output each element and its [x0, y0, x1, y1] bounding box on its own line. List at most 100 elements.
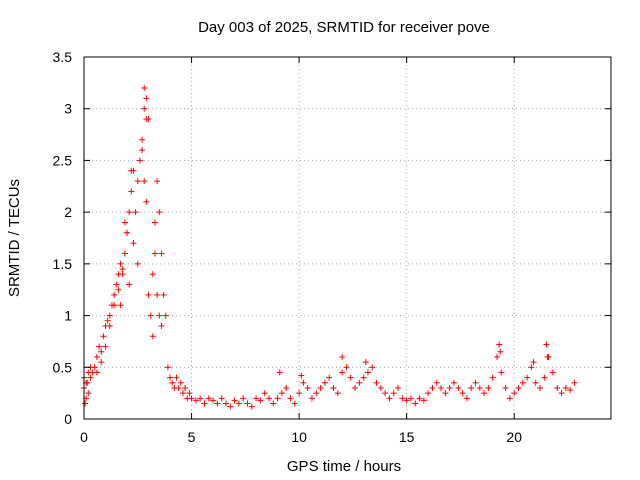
data-point [186, 390, 193, 397]
data-point [446, 384, 453, 391]
data-point [313, 390, 320, 397]
data-point [182, 384, 189, 391]
data-point [524, 374, 531, 381]
data-point [126, 209, 133, 216]
data-point [334, 390, 341, 397]
data-point [154, 291, 161, 298]
data-point [360, 374, 367, 381]
chart-title: Day 003 of 2025, SRMTID for receiver pov… [198, 19, 490, 36]
data-point [257, 397, 264, 404]
data-point [149, 333, 156, 340]
data-point [106, 312, 113, 319]
data-point [205, 395, 212, 402]
data-point [304, 384, 311, 391]
data-point [167, 374, 174, 381]
data-point [528, 364, 535, 371]
data-point [117, 260, 124, 267]
data-point [386, 395, 393, 402]
data-point [197, 395, 204, 402]
data-point [399, 395, 406, 402]
data-point [121, 219, 128, 226]
data-point [356, 379, 363, 386]
x-tick-label: 15 [399, 429, 415, 445]
data-point [425, 390, 432, 397]
data-point [151, 219, 158, 226]
data-point [481, 390, 488, 397]
data-point [265, 395, 272, 402]
data-point [102, 343, 109, 350]
data-point [164, 364, 171, 371]
data-point [100, 333, 107, 340]
data-point [459, 390, 466, 397]
data-point [261, 390, 268, 397]
data-point [309, 395, 316, 402]
x-axis-label: GPS time / hours [287, 458, 401, 475]
data-point [231, 397, 238, 404]
data-point [472, 379, 479, 386]
data-point [377, 384, 384, 391]
data-point [278, 390, 285, 397]
data-point [84, 379, 91, 386]
data-point [143, 95, 150, 102]
data-point [382, 390, 389, 397]
data-point [321, 379, 328, 386]
data-point [276, 369, 283, 376]
data-point [558, 390, 565, 397]
data-point [173, 374, 180, 381]
data-point [85, 369, 92, 376]
data-point [210, 397, 217, 404]
y-tick-label: 2 [64, 204, 72, 220]
data-point [121, 250, 128, 257]
data-point [347, 374, 354, 381]
data-point [296, 390, 303, 397]
data-point [549, 369, 556, 376]
data-point [455, 384, 462, 391]
data-point [541, 374, 548, 381]
data-point [201, 400, 208, 407]
data-point [429, 384, 436, 391]
data-point [96, 343, 103, 350]
data-point [222, 400, 229, 407]
data-point [485, 384, 492, 391]
data-point [433, 379, 440, 386]
data-point [362, 359, 369, 366]
data-point [141, 105, 148, 112]
data-point [160, 291, 167, 298]
data-point [543, 341, 550, 348]
x-tick-label: 10 [291, 429, 307, 445]
data-point [141, 178, 148, 185]
data-point [442, 390, 449, 397]
data-point [115, 286, 122, 293]
data-point [300, 379, 307, 386]
data-point [214, 400, 221, 407]
data-point [134, 260, 141, 267]
data-point [420, 397, 427, 404]
data-point [130, 240, 137, 247]
data-point [134, 178, 141, 185]
data-point [562, 384, 569, 391]
data-point [364, 369, 371, 376]
data-point [154, 178, 161, 185]
data-point [395, 384, 402, 391]
data-point [253, 395, 260, 402]
data-point [104, 317, 111, 324]
data-point [113, 281, 120, 288]
data-point [106, 322, 113, 329]
data-point [373, 379, 380, 386]
data-point [145, 116, 152, 123]
data-point [438, 384, 445, 391]
data-point [530, 359, 537, 366]
data-point [132, 209, 139, 216]
data-point [407, 395, 414, 402]
data-point [98, 348, 105, 355]
data-points [81, 85, 578, 410]
data-point [537, 384, 544, 391]
y-tick-label: 3.5 [53, 49, 73, 65]
data-point [85, 390, 92, 397]
data-point [369, 364, 376, 371]
data-point [544, 353, 551, 360]
y-tick-label: 2.5 [53, 152, 73, 168]
data-point [498, 369, 505, 376]
data-point [502, 384, 509, 391]
plot-frame [83, 56, 612, 420]
